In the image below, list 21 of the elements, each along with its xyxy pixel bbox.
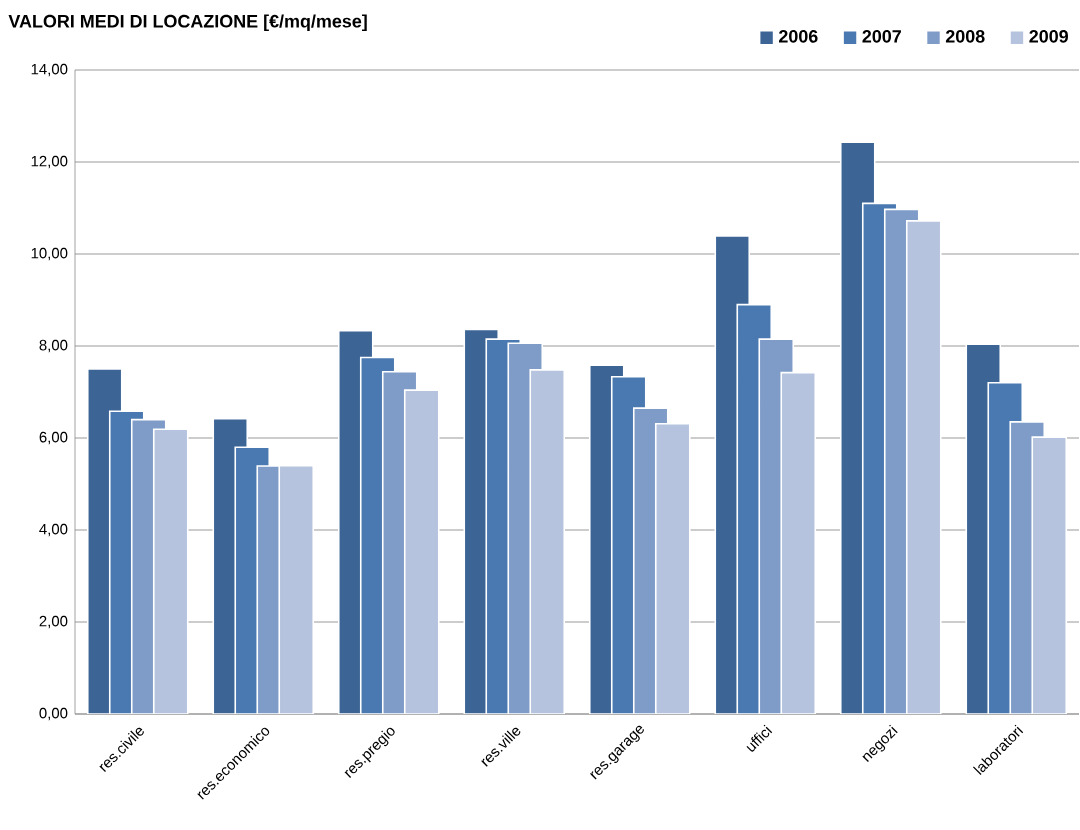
legend-label: 2009 <box>1029 30 1068 43</box>
bar <box>780 371 817 714</box>
y-tick-label: 8,00 <box>39 339 68 353</box>
bar <box>529 369 566 714</box>
bar <box>1031 436 1068 714</box>
legend-label: 2006 <box>779 30 818 43</box>
y-tick-label: 6,00 <box>39 431 68 445</box>
y-tick-label: 14,00 <box>31 63 68 77</box>
bar <box>152 428 189 714</box>
legend-label: 2008 <box>945 30 985 43</box>
legend-label: 2007 <box>862 30 901 43</box>
bar <box>654 422 691 714</box>
bar <box>403 389 440 714</box>
y-tick-label: 4,00 <box>39 523 68 537</box>
bar <box>278 464 315 714</box>
chart-title: VALORI MEDI DI LOCAZIONE [€/mq/mese] <box>8 14 367 32</box>
bar <box>905 220 942 714</box>
y-tick-label: 2,00 <box>39 615 68 629</box>
y-tick-label: 12,00 <box>31 155 68 169</box>
y-tick-label: 0,00 <box>39 707 68 721</box>
y-tick-label: 10,00 <box>31 247 68 261</box>
